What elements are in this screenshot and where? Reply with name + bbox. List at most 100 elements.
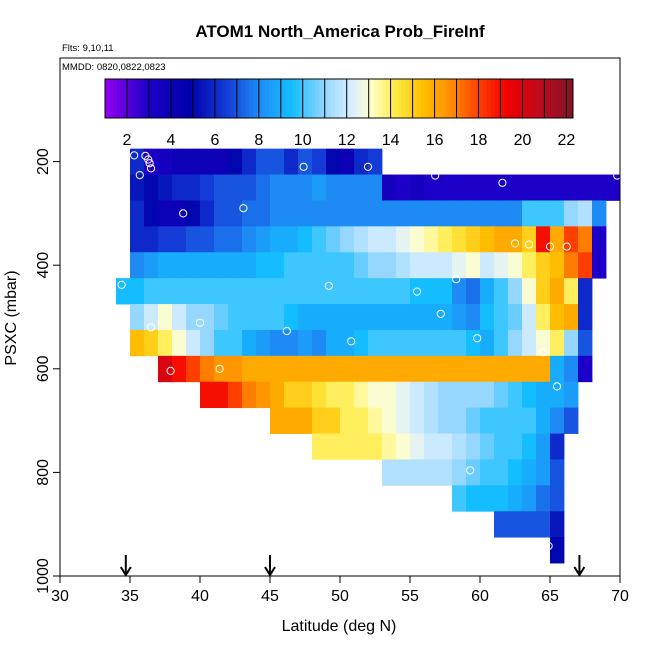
y-tick-label: 600 — [35, 355, 52, 382]
heatmap-cell — [452, 200, 467, 227]
heatmap-cell — [466, 174, 481, 201]
heatmap-cell — [536, 304, 551, 331]
colorbar-tick-label: 10 — [294, 132, 312, 149]
colorbar-segment — [128, 79, 133, 118]
heatmap-cell — [284, 329, 299, 357]
heatmap-cell — [410, 355, 425, 383]
heatmap-cell — [536, 329, 551, 357]
x-tick-label: 35 — [121, 588, 139, 605]
y-tick-label: 400 — [35, 252, 52, 279]
heatmap-cell — [564, 200, 579, 227]
heatmap-cell — [284, 226, 299, 253]
colorbar-segment — [456, 79, 461, 118]
heatmap-cell — [312, 278, 327, 305]
colorbar-tick-label: 16 — [426, 132, 444, 149]
heatmap-cell — [494, 278, 509, 305]
heatmap-cell — [284, 304, 299, 331]
colorbar-segment — [280, 79, 285, 118]
heatmap-cell — [242, 329, 257, 357]
colorbar-segment — [401, 79, 406, 118]
heatmap-cell — [466, 407, 481, 434]
heatmap-cell — [578, 278, 593, 305]
colorbar-segment — [354, 79, 359, 118]
x-tick-label: 60 — [471, 588, 489, 605]
sample-point — [239, 204, 248, 213]
colorbar-tick-label: 18 — [470, 132, 488, 149]
heatmap-cell — [382, 459, 397, 486]
heatmap-cell — [172, 355, 187, 383]
colorbar-segment — [116, 79, 122, 118]
heatmap-cell — [550, 355, 565, 383]
heatmap-cell — [424, 355, 439, 383]
chart-title: ATOM1 North_America Prob_FireInf — [195, 22, 485, 41]
heatmap-cell — [200, 200, 215, 227]
colorbar-segment — [327, 79, 332, 118]
heatmap-cell — [312, 252, 327, 279]
colorbar-segment — [514, 79, 519, 118]
heatmap-cell — [522, 226, 537, 253]
colorbar-segment — [147, 79, 153, 118]
heatmap-cell — [158, 278, 173, 305]
colorbar-segment — [112, 79, 118, 118]
sample-point — [412, 287, 422, 296]
heatmap-cell — [382, 174, 397, 201]
colorbar-segment — [381, 79, 387, 118]
colorbar-segment — [417, 79, 422, 118]
heatmap-cell — [410, 459, 425, 486]
colorbar-segment — [144, 79, 149, 118]
heatmap-cell — [466, 329, 481, 357]
heatmap-cell — [494, 304, 509, 331]
colorbar-segment — [237, 79, 242, 118]
heatmap-cell — [382, 329, 397, 357]
heatmap-cell — [550, 329, 565, 357]
heatmap-cell — [354, 148, 369, 175]
colorbar-segment — [159, 79, 164, 118]
heatmap-cell — [452, 278, 467, 305]
heatmap-cell — [144, 226, 159, 253]
colorbar-segment — [397, 79, 402, 118]
heatmap-cell — [508, 200, 523, 227]
heatmap-cell — [550, 200, 565, 227]
latitude-arrow — [119, 555, 132, 577]
colorbar-segment — [362, 79, 367, 118]
heatmap-cell — [564, 304, 579, 331]
heatmap-cell — [438, 174, 453, 201]
colorbar-segment — [495, 79, 500, 118]
heatmap-cell — [564, 381, 579, 409]
heatmap-cell — [550, 511, 565, 538]
colorbar-segment — [452, 79, 457, 118]
heatmap-cell — [242, 381, 257, 409]
heatmap-cell — [354, 174, 369, 201]
heatmap-cell — [466, 433, 481, 460]
heatmap-cell — [550, 304, 565, 331]
colorbar-segment — [545, 79, 551, 118]
colorbar-tick-label: 14 — [382, 132, 400, 149]
heatmap-cell — [242, 200, 257, 227]
heatmap-cell — [130, 304, 145, 331]
heatmap-cell — [144, 329, 159, 357]
heatmap-cell — [396, 200, 411, 227]
heatmap-cell — [144, 252, 159, 279]
heatmap-cell — [270, 174, 285, 201]
heatmap-cell — [270, 200, 285, 227]
heatmap-cell — [508, 381, 523, 409]
heatmap-cell — [214, 329, 229, 357]
heatmap-cell — [522, 355, 537, 383]
heatmap-cell — [550, 407, 565, 434]
heatmap-cell — [480, 433, 495, 460]
heatmap-cell — [242, 304, 257, 331]
heatmap-cell — [494, 433, 509, 460]
heatmap-cell — [144, 304, 159, 331]
colorbar-segment — [385, 79, 391, 118]
sample-point — [130, 151, 139, 160]
colorbar-tick-label: 4 — [166, 132, 175, 149]
heatmap-cell — [298, 174, 313, 201]
heatmap-cell — [312, 381, 327, 409]
heatmap-cell — [550, 433, 565, 460]
heatmap-cell — [340, 226, 355, 253]
colorbar-segment — [264, 79, 270, 118]
heatmap-cell — [214, 278, 229, 305]
heatmap-cell — [340, 407, 355, 434]
colorbar-segment — [405, 79, 410, 118]
heatmap-cell — [522, 200, 537, 227]
